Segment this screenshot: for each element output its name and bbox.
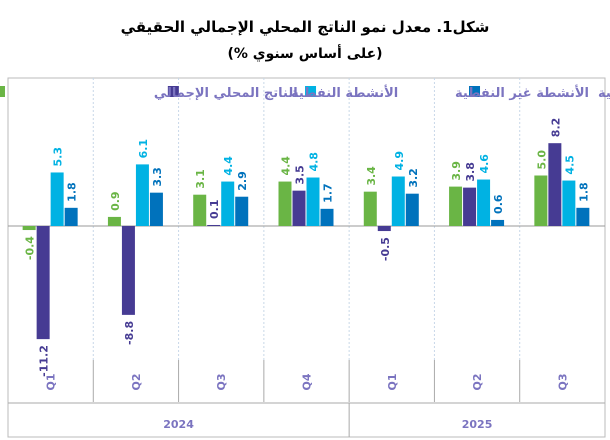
plot-frame [7,77,606,438]
category-label: Q3 [556,373,569,390]
legend-swatch [305,86,317,97]
data-label: 3.8 [464,162,477,182]
bar [193,194,207,226]
bar [449,186,463,226]
bar [548,143,562,226]
legend-swatch [469,86,481,97]
data-label: 3.3 [151,167,164,187]
data-label: -0.5 [379,237,392,261]
bar [320,208,334,226]
data-label: -0.4 [24,236,37,260]
bar [107,216,121,226]
bar [391,176,405,226]
category-label: Q1 [386,373,399,390]
bar [463,187,477,226]
bar [135,164,149,226]
data-label: 0.1 [208,199,221,219]
legend-label: الأنشطة النفطية [291,84,398,101]
data-label: 4.5 [563,155,576,175]
bar [477,179,491,226]
bar [292,190,306,226]
bar [562,180,576,226]
category-label: Q1 [45,373,58,390]
data-label: 1.7 [322,183,335,203]
bar [149,192,163,226]
data-label: 1.8 [577,182,590,202]
data-label: 4.4 [222,156,235,176]
bar [235,196,249,226]
bar [534,175,548,226]
data-label: 5.3 [52,147,65,167]
bar [221,181,235,226]
data-label: 4.9 [393,151,406,171]
bar [405,193,419,226]
bar [377,226,391,232]
bar [50,172,64,226]
data-label: 3.9 [450,161,463,181]
year-label: 2025 [462,418,493,431]
bar [207,224,221,226]
data-label: 5.0 [535,150,548,170]
data-label: -11.2 [38,345,51,377]
bar [36,226,50,340]
bar [306,177,320,226]
data-label: 3.1 [194,169,207,189]
bar [64,207,78,226]
category-label: Q2 [130,373,143,390]
year-label: 2024 [163,418,194,431]
bar [121,226,135,315]
category-label: Q4 [301,373,314,390]
legend-label: الأنشطة غير النفطية [455,84,589,101]
bar [22,226,36,231]
data-label: 1.8 [66,182,79,202]
legend-label: الناتج المحلي الإجمالي [154,86,298,101]
chart-subtitle: (على أساس سنوي %) [227,46,383,62]
data-label: 3.4 [365,166,378,186]
bar [278,181,292,226]
category-label: Q3 [215,373,228,390]
data-label: 4.4 [280,156,293,176]
data-label: 8.2 [549,118,562,138]
data-label: 6.1 [137,139,150,159]
data-label: 2.9 [236,171,249,191]
legend-swatch [0,86,5,97]
legend-label: الأنشطة الحكومية [598,84,610,101]
data-label: 0.6 [492,194,505,214]
data-label: 4.6 [478,154,491,174]
bar [576,207,590,226]
data-label: 3.2 [407,168,420,188]
category-label: Q2 [471,373,484,390]
data-label: 3.5 [294,165,307,185]
bar [363,191,377,226]
legend-swatch [167,86,179,97]
chart-title: شكل1. معدل نمو الناتج المحلي الإجمالي ال… [120,18,490,36]
bar [491,219,505,226]
data-label: 4.8 [308,152,321,172]
data-label: -8.8 [123,321,136,345]
data-label: 0.9 [109,191,122,211]
